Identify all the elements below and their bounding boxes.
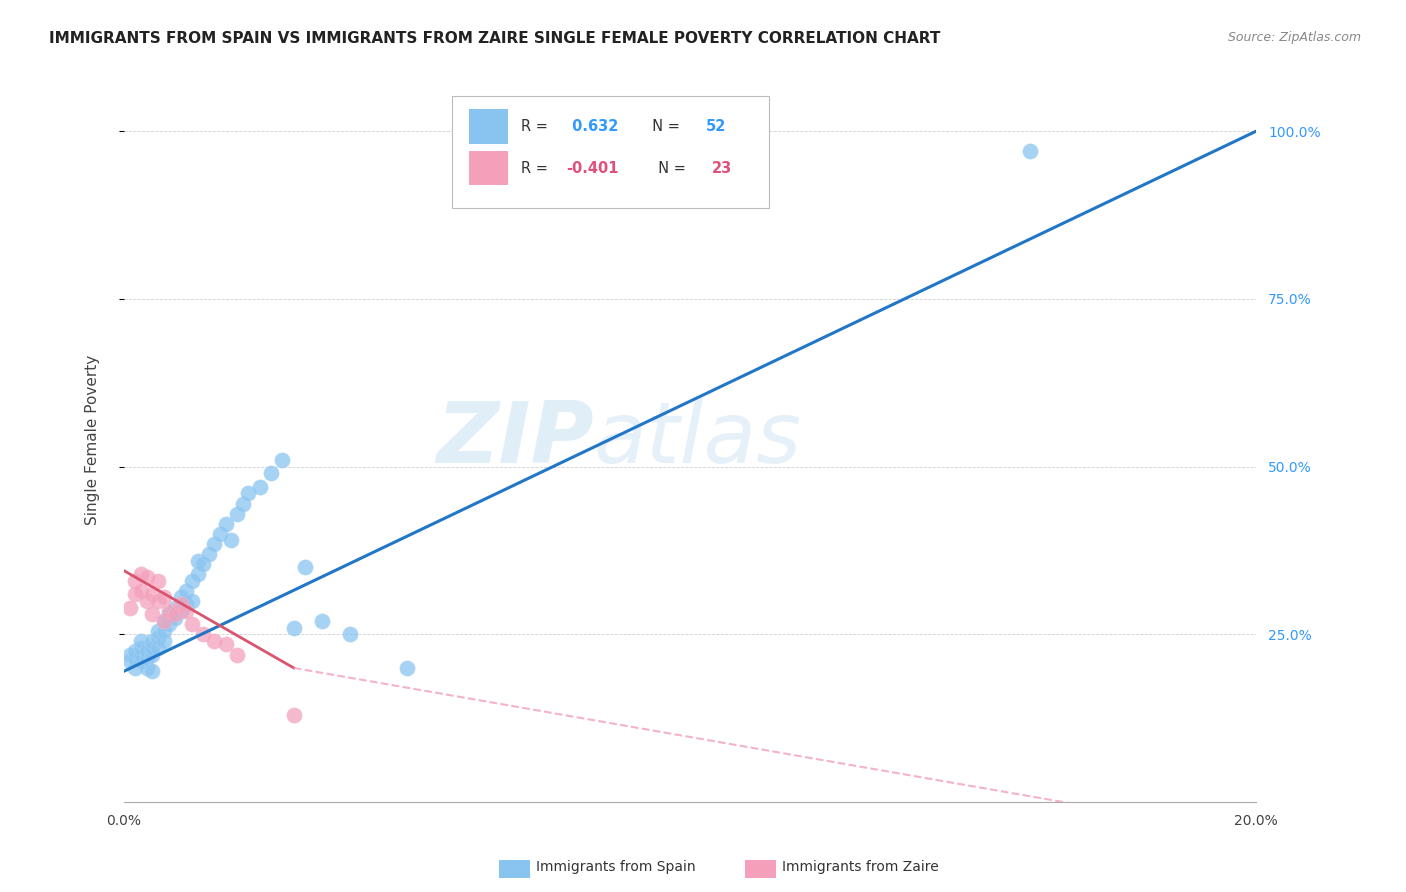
- FancyBboxPatch shape: [453, 95, 769, 208]
- Text: N =: N =: [650, 161, 690, 176]
- Point: [215, 637, 238, 651]
- Point: [238, 486, 260, 500]
- Point: [163, 607, 186, 622]
- Point: [339, 627, 361, 641]
- Point: [135, 644, 157, 658]
- Point: [141, 665, 163, 679]
- Point: [174, 597, 197, 611]
- Point: [169, 591, 191, 605]
- Point: [124, 574, 146, 588]
- Text: R =: R =: [522, 120, 553, 134]
- Point: [141, 648, 163, 662]
- Point: [169, 597, 191, 611]
- Text: N =: N =: [643, 120, 685, 134]
- Point: [193, 627, 215, 641]
- Text: Immigrants from Zaire: Immigrants from Zaire: [782, 860, 938, 874]
- Point: [129, 583, 152, 598]
- Point: [141, 634, 163, 648]
- Point: [141, 640, 163, 655]
- Text: IMMIGRANTS FROM SPAIN VS IMMIGRANTS FROM ZAIRE SINGLE FEMALE POVERTY CORRELATION: IMMIGRANTS FROM SPAIN VS IMMIGRANTS FROM…: [49, 31, 941, 46]
- Text: 23: 23: [711, 161, 733, 176]
- Point: [204, 537, 226, 551]
- Point: [129, 648, 152, 662]
- Point: [215, 516, 238, 531]
- Point: [157, 607, 180, 622]
- Point: [186, 553, 208, 567]
- Point: [118, 600, 141, 615]
- Point: [124, 644, 146, 658]
- Text: ZIP: ZIP: [436, 399, 593, 482]
- Point: [152, 624, 174, 638]
- Point: [174, 583, 197, 598]
- Point: [124, 661, 146, 675]
- Point: [141, 587, 163, 601]
- Point: [163, 600, 186, 615]
- Point: [232, 496, 254, 510]
- Point: [135, 570, 157, 584]
- Point: [283, 707, 305, 722]
- Point: [169, 604, 191, 618]
- Text: atlas: atlas: [593, 399, 801, 482]
- Text: R =: R =: [522, 161, 553, 176]
- Text: 52: 52: [706, 120, 727, 134]
- Point: [180, 574, 202, 588]
- Point: [271, 453, 294, 467]
- Point: [311, 614, 333, 628]
- Point: [135, 651, 157, 665]
- Point: [1018, 145, 1040, 159]
- Point: [152, 614, 174, 628]
- Point: [249, 480, 271, 494]
- Point: [129, 654, 152, 668]
- FancyBboxPatch shape: [470, 110, 508, 145]
- Point: [226, 507, 249, 521]
- Point: [124, 651, 146, 665]
- Point: [209, 526, 232, 541]
- Point: [118, 654, 141, 668]
- Point: [174, 604, 197, 618]
- Point: [118, 648, 141, 662]
- Point: [180, 594, 202, 608]
- Point: [395, 661, 418, 675]
- Point: [152, 614, 174, 628]
- Point: [163, 610, 186, 624]
- Point: [186, 566, 208, 581]
- Point: [146, 594, 169, 608]
- FancyBboxPatch shape: [470, 151, 508, 186]
- Point: [129, 566, 152, 581]
- Text: -0.401: -0.401: [567, 161, 619, 176]
- Point: [193, 557, 215, 571]
- Point: [141, 607, 163, 622]
- Point: [157, 604, 180, 618]
- Point: [146, 640, 169, 655]
- Point: [146, 574, 169, 588]
- Point: [198, 547, 221, 561]
- Point: [294, 560, 316, 574]
- Point: [260, 467, 283, 481]
- Point: [135, 594, 157, 608]
- Y-axis label: Single Female Poverty: Single Female Poverty: [86, 355, 100, 524]
- Point: [129, 640, 152, 655]
- Point: [152, 634, 174, 648]
- Point: [180, 617, 202, 632]
- Point: [226, 648, 249, 662]
- Text: Immigrants from Spain: Immigrants from Spain: [536, 860, 696, 874]
- Point: [135, 661, 157, 675]
- Point: [283, 621, 305, 635]
- Point: [129, 634, 152, 648]
- Point: [204, 634, 226, 648]
- Point: [146, 624, 169, 638]
- Text: 0.632: 0.632: [567, 120, 619, 134]
- Text: Source: ZipAtlas.com: Source: ZipAtlas.com: [1227, 31, 1361, 45]
- Point: [221, 533, 243, 548]
- Point: [146, 631, 169, 645]
- Point: [157, 617, 180, 632]
- Point: [124, 587, 146, 601]
- Point: [152, 591, 174, 605]
